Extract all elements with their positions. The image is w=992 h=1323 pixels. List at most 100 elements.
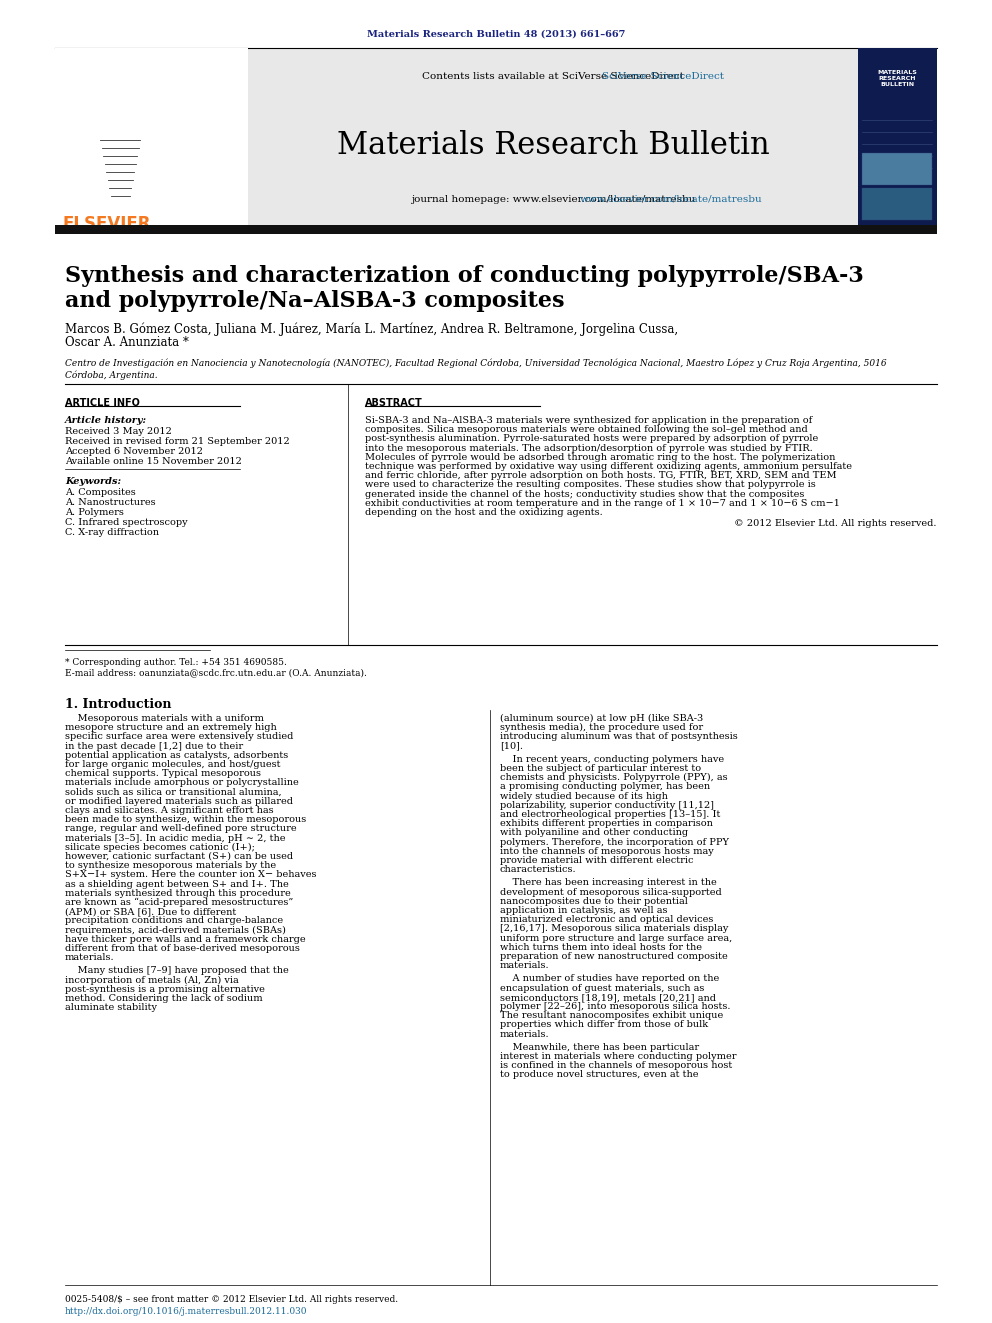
Text: silicate species becomes cationic (I+);: silicate species becomes cationic (I+); [65, 843, 255, 852]
Text: specific surface area were extensively studied: specific surface area were extensively s… [65, 733, 294, 741]
Text: chemists and physicists. Polypyrrole (PPY), as: chemists and physicists. Polypyrrole (PP… [500, 773, 727, 782]
Text: (aluminum source) at low pH (like SBA-3: (aluminum source) at low pH (like SBA-3 [500, 714, 703, 724]
Text: (APM) or SBA [6]. Due to different: (APM) or SBA [6]. Due to different [65, 908, 236, 917]
Text: SciVerse ScienceDirect: SciVerse ScienceDirect [602, 71, 724, 81]
Text: 0025-5408/$ – see front matter © 2012 Elsevier Ltd. All rights reserved.: 0025-5408/$ – see front matter © 2012 El… [65, 1295, 398, 1304]
Text: composites. Silica mesoporous materials were obtained following the sol–gel meth: composites. Silica mesoporous materials … [365, 425, 807, 434]
Text: Article history:: Article history: [65, 415, 147, 425]
Text: to produce novel structures, even at the: to produce novel structures, even at the [500, 1070, 698, 1080]
Text: a promising conducting polymer, has been: a promising conducting polymer, has been [500, 782, 710, 791]
Text: into the mesoporous materials. The adsorption/desorption of pyrrole was studied : into the mesoporous materials. The adsor… [365, 443, 812, 452]
Text: Synthesis and characterization of conducting polypyrrole/SBA-3: Synthesis and characterization of conduc… [65, 265, 864, 287]
Text: Contents lists available at SciVerse ScienceDirect: Contents lists available at SciVerse Sci… [422, 71, 683, 81]
Text: and ferric chloride, after pyrrole adsorption on both hosts. TG, FTIR, BET, XRD,: and ferric chloride, after pyrrole adsor… [365, 471, 836, 480]
Text: http://dx.doi.org/10.1016/j.materresbull.2012.11.030: http://dx.doi.org/10.1016/j.materresbull… [65, 1307, 308, 1316]
Text: post-synthesis alumination. Pyrrole-saturated hosts were prepared by adsorption : post-synthesis alumination. Pyrrole-satu… [365, 434, 818, 443]
Text: A. Nanostructures: A. Nanostructures [65, 497, 156, 507]
Text: MATERIALS
RESEARCH
BULLETIN: MATERIALS RESEARCH BULLETIN [877, 70, 917, 86]
Text: however, cationic surfactant (S+) can be used: however, cationic surfactant (S+) can be… [65, 852, 293, 861]
Text: journal homepage: www.elsevier.com/locate/matresbu: journal homepage: www.elsevier.com/locat… [411, 194, 695, 204]
Text: Centro de Investigación en Nanociencia y Nanotecnología (NANOTEC), Facultad Regi: Centro de Investigación en Nanociencia y… [65, 359, 887, 368]
Text: [10].: [10]. [500, 742, 523, 750]
Text: were used to characterize the resulting composites. These studies show that poly: were used to characterize the resulting … [365, 480, 815, 490]
Text: exhibits different properties in comparison: exhibits different properties in compari… [500, 819, 713, 828]
Text: Si-SBA-3 and Na–AlSBA-3 materials were synthesized for application in the prepar: Si-SBA-3 and Na–AlSBA-3 materials were s… [365, 415, 812, 425]
Text: and polypyrrole/Na–AlSBA-3 composites: and polypyrrole/Na–AlSBA-3 composites [65, 290, 564, 312]
Text: have thicker pore walls and a framework charge: have thicker pore walls and a framework … [65, 935, 306, 943]
Text: materials [3–5]. In acidic media, pH ∼ 2, the: materials [3–5]. In acidic media, pH ∼ 2… [65, 833, 286, 843]
Text: In recent years, conducting polymers have: In recent years, conducting polymers hav… [500, 755, 724, 763]
Text: C. Infrared spectroscopy: C. Infrared spectroscopy [65, 519, 187, 527]
Text: © 2012 Elsevier Ltd. All rights reserved.: © 2012 Elsevier Ltd. All rights reserved… [734, 519, 937, 528]
Text: interest in materials where conducting polymer: interest in materials where conducting p… [500, 1052, 736, 1061]
Text: uniform pore structure and large surface area,: uniform pore structure and large surface… [500, 934, 732, 942]
Text: different from that of base-derived mesoporous: different from that of base-derived meso… [65, 945, 300, 953]
Text: Received 3 May 2012: Received 3 May 2012 [65, 427, 172, 437]
Text: solids such as silica or transitional alumina,: solids such as silica or transitional al… [65, 787, 282, 796]
Text: Marcos B. Gómez Costa, Juliana M. Juárez, María L. Martínez, Andrea R. Beltramon: Marcos B. Gómez Costa, Juliana M. Juárez… [65, 321, 679, 336]
Text: miniaturized electronic and optical devices: miniaturized electronic and optical devi… [500, 916, 713, 925]
Text: technique was performed by oxidative way using different oxidizing agents, ammon: technique was performed by oxidative way… [365, 462, 852, 471]
Text: mesopore structure and an extremely high: mesopore structure and an extremely high [65, 724, 277, 732]
Text: Materials Research Bulletin 48 (2013) 661–667: Materials Research Bulletin 48 (2013) 66… [367, 30, 625, 38]
Text: polymer [22–26], into mesoporous silica hosts.: polymer [22–26], into mesoporous silica … [500, 1002, 730, 1011]
Text: polarizability, superior conductivity [11,12]: polarizability, superior conductivity [1… [500, 800, 714, 810]
Text: Many studies [7–9] have proposed that the: Many studies [7–9] have proposed that th… [65, 966, 289, 975]
Text: been made to synthesize, within the mesoporous: been made to synthesize, within the meso… [65, 815, 307, 824]
Text: synthesis media), the procedure used for: synthesis media), the procedure used for [500, 724, 703, 733]
Text: Meanwhile, there has been particular: Meanwhile, there has been particular [500, 1043, 699, 1052]
Text: depending on the host and the oxidizing agents.: depending on the host and the oxidizing … [365, 508, 603, 517]
Bar [55, 225, 937, 234]
Text: preparation of new nanostructured composite: preparation of new nanostructured compos… [500, 953, 728, 960]
Text: A number of studies have reported on the: A number of studies have reported on the [500, 975, 719, 983]
Text: precipitation conditions and charge-balance: precipitation conditions and charge-bala… [65, 917, 283, 925]
Text: incorporation of metals (Al, Zn) via: incorporation of metals (Al, Zn) via [65, 975, 239, 984]
Text: application in catalysis, as well as: application in catalysis, as well as [500, 906, 668, 916]
Text: Córdoba, Argentina.: Córdoba, Argentina. [65, 370, 158, 380]
Text: semiconductors [18,19], metals [20,21] and: semiconductors [18,19], metals [20,21] a… [500, 992, 716, 1002]
Text: to synthesize mesoporous materials by the: to synthesize mesoporous materials by th… [65, 861, 276, 871]
Text: or modified layered materials such as pillared: or modified layered materials such as pi… [65, 796, 293, 806]
Text: into the channels of mesoporous hosts may: into the channels of mesoporous hosts ma… [500, 847, 714, 856]
Text: materials synthesized through this procedure: materials synthesized through this proce… [65, 889, 291, 898]
Text: post-synthesis is a promising alternative: post-synthesis is a promising alternativ… [65, 984, 265, 994]
Text: been the subject of particular interest to: been the subject of particular interest … [500, 763, 701, 773]
Text: exhibit conductivities at room temperature and in the range of 1 × 10−7 and 1 × : exhibit conductivities at room temperatu… [365, 499, 840, 508]
Text: Materials Research Bulletin: Materials Research Bulletin [336, 130, 770, 161]
Text: Mesoporous materials with a uniform: Mesoporous materials with a uniform [65, 714, 264, 722]
Text: 1. Introduction: 1. Introduction [65, 699, 172, 710]
Bar [248, 48, 858, 228]
Text: Accepted 6 November 2012: Accepted 6 November 2012 [65, 447, 203, 456]
Text: development of mesoporous silica-supported: development of mesoporous silica-support… [500, 888, 722, 897]
Text: nanocomposites due to their potential: nanocomposites due to their potential [500, 897, 687, 906]
Text: range, regular and well-defined pore structure: range, regular and well-defined pore str… [65, 824, 297, 833]
Text: which turns them into ideal hosts for the: which turns them into ideal hosts for th… [500, 943, 702, 951]
Text: S+X−I+ system. Here the counter ion X− behaves: S+X−I+ system. Here the counter ion X− b… [65, 871, 316, 880]
Text: A. Polymers: A. Polymers [65, 508, 124, 517]
Text: There has been increasing interest in the: There has been increasing interest in th… [500, 878, 717, 888]
Text: Keywords:: Keywords: [65, 478, 121, 486]
Text: materials.: materials. [65, 953, 115, 962]
Text: as a shielding agent between S+ and I+. The: as a shielding agent between S+ and I+. … [65, 880, 289, 889]
Text: and electrorheological properties [13–15]. It: and electrorheological properties [13–15… [500, 810, 720, 819]
Text: requirements, acid-derived materials (SBAs): requirements, acid-derived materials (SB… [65, 926, 286, 935]
Text: A. Composites: A. Composites [65, 488, 136, 497]
Text: materials include amorphous or polycrystalline: materials include amorphous or polycryst… [65, 778, 299, 787]
Text: materials.: materials. [500, 1029, 550, 1039]
Text: provide material with different electric: provide material with different electric [500, 856, 693, 865]
Text: Received in revised form 21 September 2012: Received in revised form 21 September 20… [65, 437, 290, 446]
Text: clays and silicates. A significant effort has: clays and silicates. A significant effor… [65, 806, 274, 815]
Text: generated inside the channel of the hosts; conductivity studies show that the co: generated inside the channel of the host… [365, 490, 805, 499]
Text: ABSTRACT: ABSTRACT [365, 398, 423, 407]
Text: Molecules of pyrrole would be adsorbed through aromatic ring to the host. The po: Molecules of pyrrole would be adsorbed t… [365, 452, 835, 462]
Bar [858, 48, 937, 228]
Text: Oscar A. Anunziata *: Oscar A. Anunziata * [65, 336, 188, 349]
Text: Available online 15 November 2012: Available online 15 November 2012 [65, 456, 242, 466]
Text: potential application as catalysts, adsorbents: potential application as catalysts, adso… [65, 750, 289, 759]
Text: C. X-ray diffraction: C. X-ray diffraction [65, 528, 159, 537]
Text: aluminate stability: aluminate stability [65, 1003, 157, 1012]
Text: encapsulation of guest materials, such as: encapsulation of guest materials, such a… [500, 983, 704, 992]
Text: widely studied because of its high: widely studied because of its high [500, 791, 668, 800]
Text: are known as “acid-prepared mesostructures”: are known as “acid-prepared mesostructur… [65, 898, 294, 908]
Text: introducing aluminum was that of postsynthesis: introducing aluminum was that of postsyn… [500, 733, 738, 741]
